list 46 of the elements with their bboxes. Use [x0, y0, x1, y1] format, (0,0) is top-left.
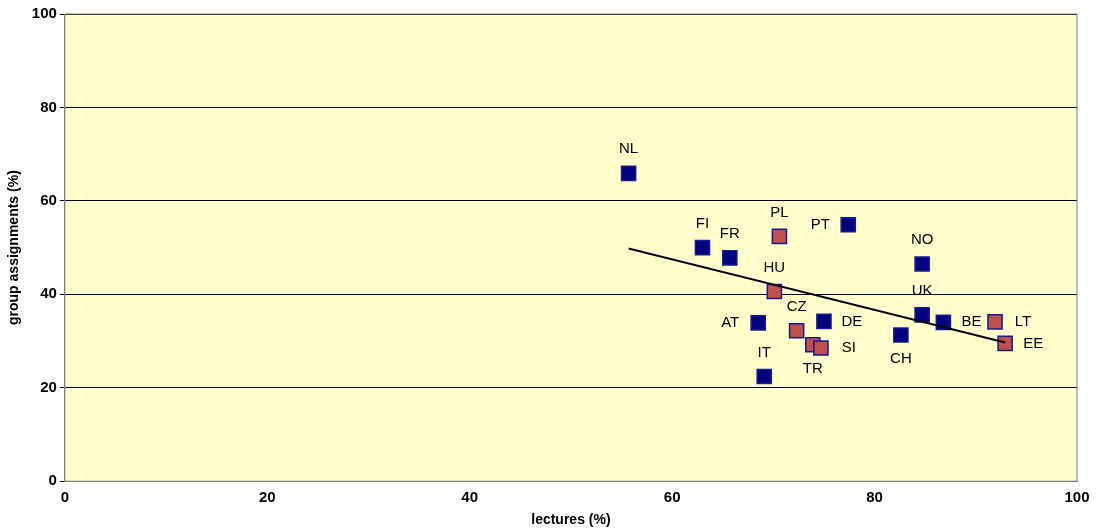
y-tick-label: 100 — [31, 4, 57, 22]
point — [840, 216, 857, 233]
y-tick-label: 60 — [40, 191, 57, 209]
annotation: CZ — [786, 296, 807, 314]
point — [914, 307, 930, 323]
point — [893, 327, 909, 343]
point — [813, 340, 829, 356]
annotation: DE — [841, 311, 863, 329]
annotation: NO — [910, 230, 934, 248]
annotation: EE — [1023, 333, 1044, 351]
y-tick-label: 40 — [40, 284, 57, 302]
point — [771, 228, 788, 245]
x-tick-label: 80 — [866, 488, 883, 506]
y-axis-title: group assignments (%) — [5, 170, 22, 325]
point — [756, 368, 773, 385]
annotation: HU — [763, 257, 786, 275]
point — [914, 256, 930, 272]
point — [694, 239, 711, 256]
y-tick-label: 80 — [40, 97, 57, 115]
annotation: NL — [619, 139, 639, 157]
point — [788, 322, 805, 339]
point — [997, 335, 1013, 352]
annotation: LT — [1014, 312, 1032, 330]
y-tick-label: 20 — [40, 377, 57, 395]
x-tick-label: 0 — [60, 488, 69, 506]
annotation: FI — [695, 213, 710, 231]
annotation: IT — [757, 342, 771, 360]
annotation: PL — [770, 202, 789, 220]
x-tick-label: 20 — [258, 488, 276, 506]
y-tick-label: 0 — [48, 471, 57, 489]
x-tick-label: 100 — [1064, 488, 1090, 506]
annotation: BE — [961, 312, 982, 330]
x-tick-label: 60 — [663, 488, 681, 506]
point — [620, 165, 637, 182]
point — [987, 314, 1003, 330]
x-tick-label: 40 — [461, 488, 479, 506]
point — [816, 313, 832, 330]
annotation: AT — [721, 312, 740, 330]
annotation: PT — [810, 214, 830, 232]
annotation: CH — [890, 349, 912, 367]
annotation: TR — [802, 358, 823, 376]
point — [722, 250, 738, 266]
x-axis-title: lectures (%) — [531, 511, 611, 528]
annotation: SI — [841, 338, 857, 356]
point — [750, 315, 766, 331]
annotation: FR — [719, 224, 740, 242]
